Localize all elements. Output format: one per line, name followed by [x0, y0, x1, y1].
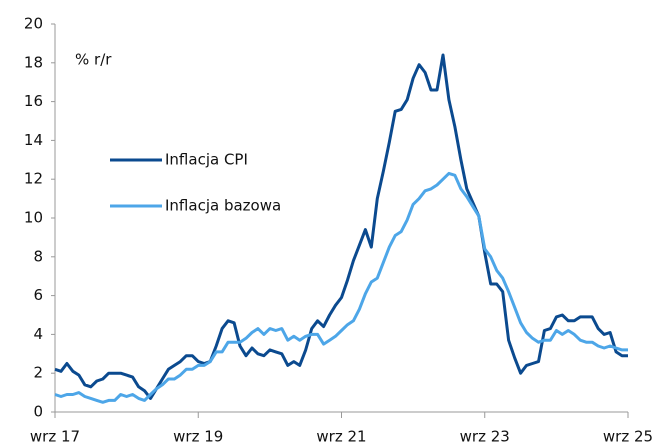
data-line — [54, 171, 628, 404]
y-tick-label: 6 — [33, 286, 43, 304]
y-tick-label: 18 — [24, 53, 43, 71]
data-line — [54, 53, 628, 400]
y-tick-label: 20 — [24, 15, 43, 33]
y-tick-label: 10 — [24, 209, 43, 227]
x-tick-label: wrz 25 — [603, 428, 653, 446]
unit-annotation: % r/r — [75, 51, 112, 69]
y-tick-label: 4 — [33, 325, 43, 343]
x-tick-label: wrz 21 — [316, 428, 366, 446]
y-tick-label: 8 — [33, 247, 43, 265]
y-tick-label: 2 — [33, 364, 43, 382]
y-tick-label: 14 — [24, 131, 43, 149]
x-tick-label: wrz 17 — [30, 428, 80, 446]
y-tick-label: 16 — [24, 92, 43, 110]
y-tick-label: 0 — [33, 403, 43, 421]
x-tick-label: wrz 23 — [460, 428, 510, 446]
legend-label: Inflacja CPI — [165, 151, 248, 169]
x-tick-label: wrz 19 — [173, 428, 223, 446]
y-tick-label: 12 — [24, 170, 43, 188]
legend-label: Inflacja bazowa — [165, 197, 281, 215]
